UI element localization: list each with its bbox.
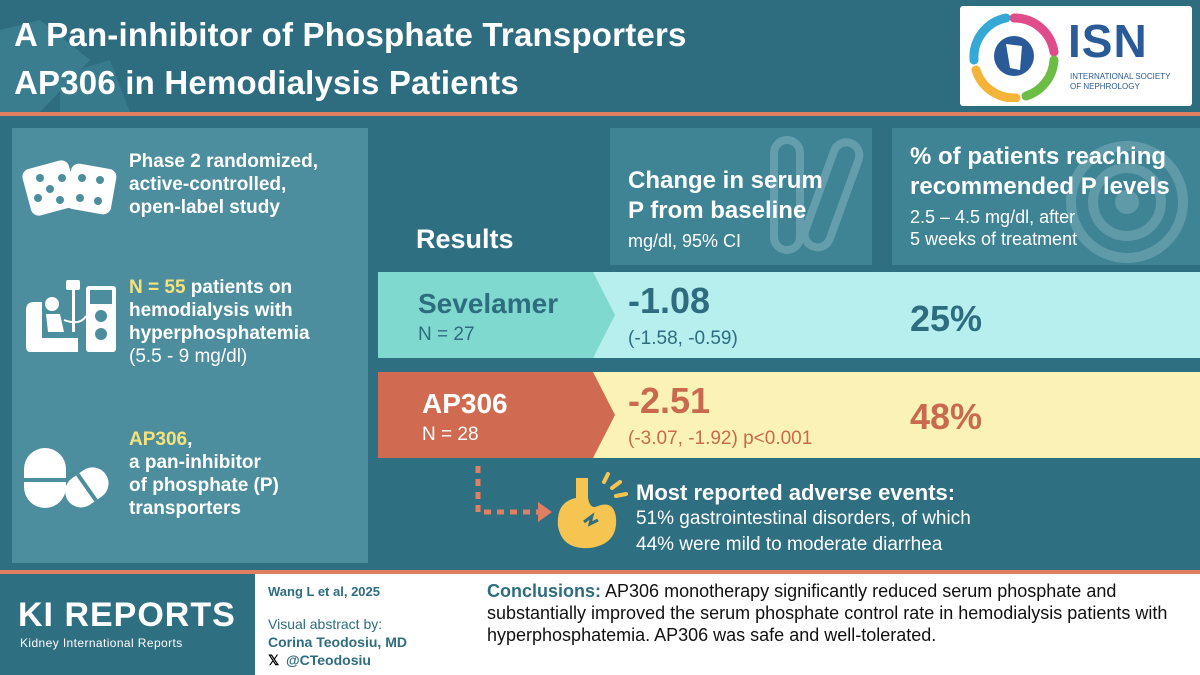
page-title-line1: A Pan-inhibitor of Phosphate Transporter…: [14, 16, 687, 53]
drug-name: AP306: [422, 388, 508, 419]
isn-logo[interactable]: ISN INTERNATIONAL SOCIETY OF NEPHROLOGY: [960, 6, 1192, 106]
percent-value: 25%: [910, 298, 983, 339]
drug-name: Sevelamer: [418, 288, 559, 319]
isn-logo-subtitle: INTERNATIONAL SOCIETY OF NEPHROLOGY: [1070, 72, 1171, 91]
n-total-highlight: N = 55: [129, 277, 186, 298]
journal-title: KI REPORTS: [18, 596, 236, 634]
conclusions-label: Conclusions:: [487, 581, 602, 601]
ap306-label-cell: AP306 N = 28: [378, 372, 615, 458]
test-tube-icon: [770, 136, 864, 254]
dotted-arrow-icon: [475, 466, 552, 522]
page-title-line2: AP306 in Hemodialysis Patients: [14, 64, 519, 101]
change-column-subtitle: mg/dl, 95% CI: [628, 231, 742, 251]
change-value: -1.08: [628, 280, 711, 321]
confidence-interval: (-3.07, -1.92) p<0.001: [628, 428, 813, 449]
study-summary-panel: Phase 2 randomized, active-controlled, o…: [12, 128, 368, 563]
change-column-header: Change in serum P from baseline mg/dl, 9…: [610, 128, 872, 265]
author-handle-link[interactable]: @CTeodosiu: [286, 652, 371, 668]
change-value: -2.51: [628, 380, 711, 421]
visual-abstract-credit: Visual abstract by:: [268, 616, 383, 632]
footer-divider: [0, 570, 1200, 574]
target-column-title: % of patients reaching recommended P lev…: [910, 143, 1170, 200]
confidence-interval: (-1.58, -0.59): [628, 328, 738, 349]
header-divider: [0, 112, 1200, 116]
adverse-events-line1: 51% gastrointestinal disorders, of which: [636, 508, 971, 529]
results-label: Results: [416, 224, 514, 254]
journal-subtitle: Kidney International Reports: [20, 636, 183, 650]
adverse-events-line2: 44% were mild to moderate diarrhea: [636, 534, 943, 555]
citation: Wang L et al, 2025: [268, 584, 380, 599]
change-column-title: Change in serum P from baseline: [628, 167, 823, 224]
group-size: N = 27: [418, 324, 475, 345]
adverse-events-title: Most reported adverse events:: [636, 480, 956, 505]
target-column-subtitle: 2.5 – 4.5 mg/dl, after 5 weeks of treatm…: [910, 207, 1078, 249]
sevelamer-label-cell: Sevelamer N = 27: [378, 272, 615, 358]
x-logo-icon: 𝕏: [268, 652, 280, 668]
hemodialysis-patient-icon: [26, 280, 116, 352]
drug-name-highlight: AP306: [129, 429, 188, 450]
group-size: N = 28: [422, 424, 479, 445]
percent-value: 48%: [910, 396, 983, 437]
isn-logo-text: ISN: [1068, 15, 1148, 67]
study-design-text: Phase 2 randomized, active-controlled, o…: [129, 151, 319, 218]
drug-description-text: AP306, a pan-inhibitor of phosphate (P) …: [129, 429, 279, 519]
target-column-header: % of patients reaching recommended P lev…: [892, 128, 1200, 265]
conclusions-text: Conclusions: AP306 monotherapy significa…: [487, 581, 1168, 645]
dice-icon: [22, 160, 117, 216]
pill-icon: [24, 448, 109, 508]
ki-reports-logo[interactable]: KI REPORTS Kidney International Reports: [0, 574, 255, 675]
header: A Pan-inhibitor of Phosphate Transporter…: [0, 0, 1200, 112]
target-icon: [1066, 141, 1188, 263]
isn-logo-icon: [969, 13, 1059, 102]
stomach-icon: [557, 472, 628, 549]
population-text: N = 55 patients on hemodialysis with hyp…: [129, 277, 310, 367]
background-decoration: [0, 20, 130, 112]
author-name: Corina Teodosiu, MD: [268, 634, 407, 650]
